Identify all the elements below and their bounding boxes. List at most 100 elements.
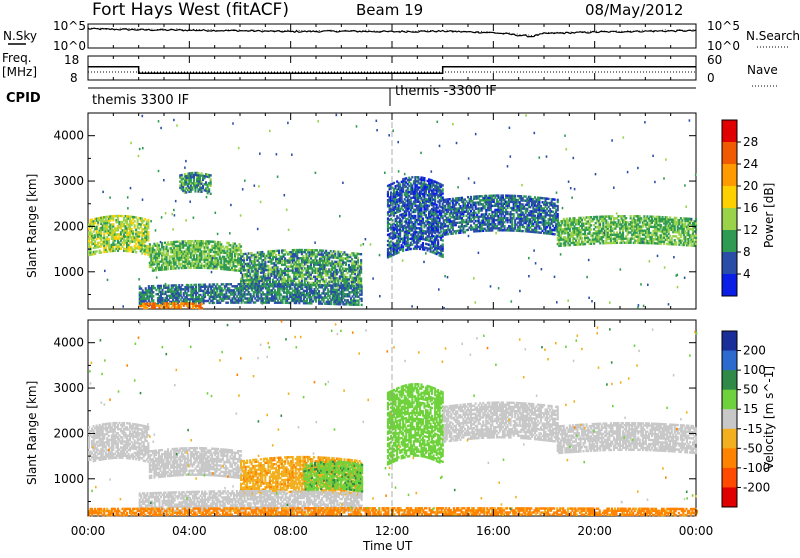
power-echo-cell bbox=[234, 291, 236, 293]
power-echo-cell bbox=[325, 278, 327, 280]
power-echo-cell bbox=[343, 274, 345, 276]
power-echo-cell bbox=[462, 215, 464, 217]
power-echo-cell bbox=[514, 195, 516, 197]
power-echo-cell bbox=[168, 284, 170, 286]
power-echo-cell bbox=[159, 248, 161, 250]
power-echo-cell bbox=[214, 241, 216, 243]
power-echo-cell bbox=[507, 217, 509, 219]
power-echo-cell bbox=[155, 269, 157, 271]
power-echo-cell bbox=[402, 250, 404, 252]
cpid-panel: CPID themis 3300 IF themis -3300 IF bbox=[6, 84, 696, 108]
power-echo-cell bbox=[336, 269, 338, 271]
power-echo-cell bbox=[325, 268, 327, 270]
power-echo-cell bbox=[298, 284, 300, 286]
power-echo-cell bbox=[301, 280, 303, 282]
noise-tick-bottom-right: 10^0 bbox=[707, 39, 740, 53]
power-echo-cell bbox=[106, 250, 108, 252]
power-echo-cell bbox=[150, 253, 152, 255]
power-echo-cell bbox=[108, 240, 110, 242]
power-echo-cell bbox=[303, 284, 305, 286]
power-echo-cell bbox=[93, 230, 95, 232]
power-echo-cell bbox=[162, 289, 164, 291]
power-echo-cell bbox=[117, 217, 119, 219]
power-echo-cell bbox=[227, 302, 229, 304]
power-echo-cell bbox=[442, 254, 444, 256]
power-echo-cell bbox=[493, 199, 495, 201]
power-echo-cell bbox=[235, 245, 237, 247]
power-echo-cell bbox=[216, 283, 218, 285]
power-echo-cell bbox=[417, 176, 419, 178]
power-echo-cell bbox=[398, 251, 400, 253]
power-echo-cell bbox=[393, 182, 395, 184]
power-echo-cell bbox=[96, 238, 98, 240]
power-echo-cell bbox=[354, 273, 356, 275]
power-echo-cell bbox=[167, 250, 169, 252]
power-echo-cell bbox=[231, 255, 233, 257]
power-echo-cell bbox=[284, 253, 286, 255]
power-echo-cell bbox=[314, 284, 316, 286]
power-echo-cell bbox=[318, 290, 320, 292]
power-echo-cell bbox=[134, 224, 136, 226]
power-echo-cell bbox=[219, 241, 221, 243]
power-echo-cell bbox=[322, 250, 324, 252]
power-echo-cell bbox=[387, 191, 389, 193]
power-echo-cell bbox=[275, 254, 277, 256]
nave-tick-bottom: 0 bbox=[707, 71, 715, 85]
power-echo-cell bbox=[243, 259, 245, 261]
power-echo-cell bbox=[140, 225, 142, 227]
power-echo-cell bbox=[187, 290, 189, 292]
power-echo-cell bbox=[243, 257, 245, 259]
power-echo-cell bbox=[484, 205, 486, 207]
power-echo-cell bbox=[272, 258, 274, 260]
power-echo-cell bbox=[442, 243, 444, 245]
power-echo-cell bbox=[249, 273, 251, 275]
power-echo-cell bbox=[414, 215, 416, 217]
power-echo-cell bbox=[147, 227, 149, 229]
power-echo-cell bbox=[220, 262, 222, 264]
power-echo-cell bbox=[305, 278, 307, 280]
power-echo-cell bbox=[175, 261, 177, 263]
power-echo-cell bbox=[434, 197, 436, 199]
power-echo-cell bbox=[225, 291, 227, 293]
power-echo-cell bbox=[131, 228, 133, 230]
power-echo-cell bbox=[360, 253, 362, 255]
power-echo-cell bbox=[327, 274, 329, 276]
power-echo-cell bbox=[276, 295, 278, 297]
noise-tick-top-left: 10^5 bbox=[53, 19, 86, 33]
power-echo-cell bbox=[481, 209, 483, 211]
power-echo-cell bbox=[296, 253, 298, 255]
power-echo-cell bbox=[361, 298, 363, 300]
power-echo-cell bbox=[447, 225, 449, 227]
power-echo-cell bbox=[262, 287, 264, 289]
power-echo-cell bbox=[321, 284, 323, 286]
power-echo-cell bbox=[485, 211, 487, 213]
power-echo-cell bbox=[109, 219, 111, 221]
power-echo-cell bbox=[452, 226, 454, 228]
power-echo-cell bbox=[257, 272, 259, 274]
power-echo-cell bbox=[161, 242, 163, 244]
power-echo-cell bbox=[100, 251, 102, 253]
power-echo-cell bbox=[398, 243, 400, 245]
power-echo-cell bbox=[346, 254, 348, 256]
power-echo-cell bbox=[410, 178, 412, 180]
power-echo-cell bbox=[181, 284, 183, 286]
power-echo-cell bbox=[360, 259, 362, 261]
power-echo-cell bbox=[420, 209, 422, 211]
power-echo-cell bbox=[360, 278, 362, 280]
power-echo-cell bbox=[464, 231, 466, 233]
nave-label: Nave bbox=[747, 63, 778, 77]
power-echo-cell bbox=[166, 302, 168, 304]
power-echo-cell bbox=[158, 244, 160, 246]
power-echo-cell bbox=[514, 221, 516, 223]
power-echo-cell bbox=[132, 232, 134, 234]
power-echo-cell bbox=[467, 229, 469, 231]
power-echo-cell bbox=[147, 221, 149, 223]
power-echo-cell bbox=[401, 219, 403, 221]
power-echo-cell bbox=[439, 220, 441, 222]
power-echo-cell bbox=[360, 269, 362, 271]
power-echo-cell bbox=[94, 222, 96, 224]
power-echo-cell bbox=[216, 257, 218, 259]
power-echo-cell bbox=[444, 205, 446, 207]
power-echo-cell bbox=[347, 299, 349, 301]
power-echo-cell bbox=[291, 287, 293, 289]
